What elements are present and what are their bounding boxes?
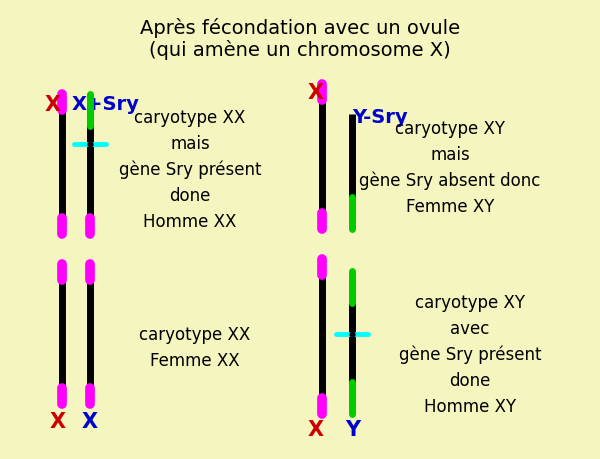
Text: Y: Y — [345, 419, 360, 439]
Text: (qui amène un chromosome X): (qui amène un chromosome X) — [149, 40, 451, 60]
Text: caryotype XY
avec
gène Sry présent
done
Homme XY: caryotype XY avec gène Sry présent done … — [399, 294, 541, 415]
Text: X: X — [308, 83, 324, 103]
Text: X: X — [45, 95, 61, 115]
Text: X: X — [308, 419, 324, 439]
Text: X+Sry: X+Sry — [72, 95, 140, 114]
Text: caryotype XY
mais
gène Sry absent donc
Femme XY: caryotype XY mais gène Sry absent donc F… — [359, 120, 541, 215]
Text: caryotype XX
Femme XX: caryotype XX Femme XX — [139, 325, 251, 369]
Text: Y-Sry: Y-Sry — [352, 108, 407, 127]
Text: Après fécondation avec un ovule: Après fécondation avec un ovule — [140, 18, 460, 38]
Text: X: X — [82, 411, 98, 431]
Text: X: X — [50, 411, 66, 431]
Text: caryotype XX
mais
gène Sry présent
done
Homme XX: caryotype XX mais gène Sry présent done … — [119, 109, 261, 230]
